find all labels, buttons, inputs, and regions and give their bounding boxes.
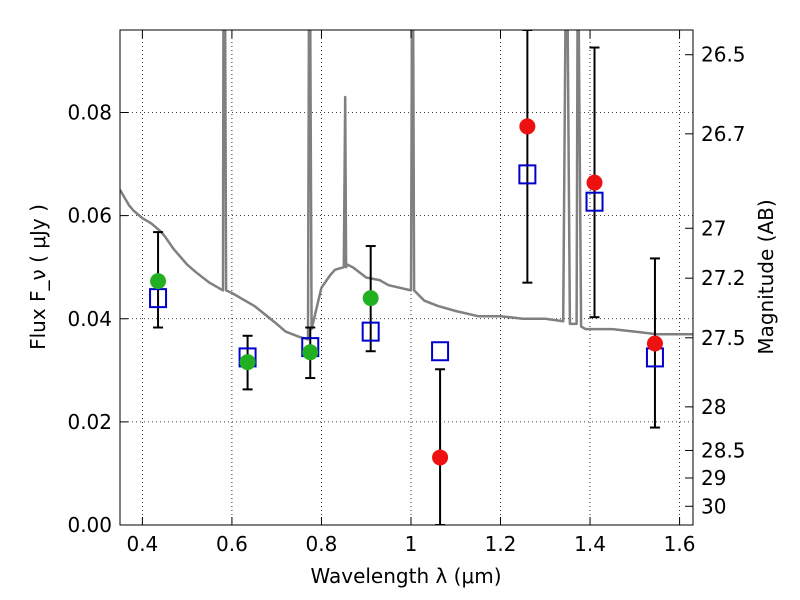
- model-spectrum-line: [120, 30, 693, 341]
- x-tick-label: 1.6: [664, 532, 696, 556]
- model-box: [518, 164, 537, 185]
- y-tick-label: 0.00: [67, 513, 112, 537]
- mag-tick-label: 26.5: [701, 43, 746, 67]
- x-tick-label: 1.2: [485, 532, 517, 556]
- x-tick-labels: 0.4 0.6 0.8 1 1.2 1.4 1.6: [126, 532, 695, 556]
- green-point: [302, 344, 319, 361]
- x-tick-label: 1: [405, 532, 418, 556]
- plot-background: [120, 30, 693, 525]
- plot-frame: [119, 29, 694, 526]
- axis-ticks: [120, 30, 693, 526]
- mag-tick-label: 28.5: [701, 438, 746, 462]
- y-axis-title: Flux F_ν ( μJy ): [26, 204, 50, 350]
- mag-tick-label: 29: [701, 466, 726, 490]
- model-box: [149, 288, 168, 309]
- y2-axis-title: Magnitude (AB): [754, 199, 778, 354]
- model-photometry-boxes: [149, 164, 664, 368]
- x-tick-label: 1.4: [574, 532, 606, 556]
- model-box: [431, 341, 450, 362]
- model-box: [361, 321, 380, 342]
- x-tick-label: 0.6: [216, 532, 248, 556]
- mag-tick-label: 27: [701, 216, 726, 240]
- grid-lines: [120, 30, 693, 526]
- model-box: [585, 191, 604, 212]
- red-point: [519, 118, 536, 135]
- y-tick-label: 0.02: [67, 410, 112, 434]
- mag-tick-label: 27.2: [701, 266, 746, 290]
- y-tick-label: 0.04: [67, 307, 112, 331]
- green-point: [362, 290, 379, 307]
- x-tick-label: 0.8: [306, 532, 338, 556]
- mag-tick-label: 26.7: [701, 122, 746, 146]
- magnitude-tick-labels: 26.5 26.7 27 27.2 27.5 28 28.5 29 30: [701, 43, 746, 519]
- red-point: [646, 335, 663, 352]
- green-point: [239, 354, 256, 371]
- mag-tick-label: 30: [701, 494, 726, 518]
- y-tick-label: 0.08: [67, 101, 112, 125]
- mag-tick-label: 27.5: [701, 326, 746, 350]
- x-axis-title: Wavelength λ (μm): [310, 564, 501, 588]
- mag-tick-label: 28: [701, 395, 726, 419]
- red-point: [432, 449, 449, 466]
- red-point: [586, 174, 603, 191]
- y-tick-labels: 0.00 0.02 0.04 0.06 0.08: [67, 101, 112, 538]
- x-tick-label: 0.4: [126, 532, 158, 556]
- green-point: [150, 273, 167, 290]
- y-tick-label: 0.06: [67, 204, 112, 228]
- measured-points: [150, 118, 663, 466]
